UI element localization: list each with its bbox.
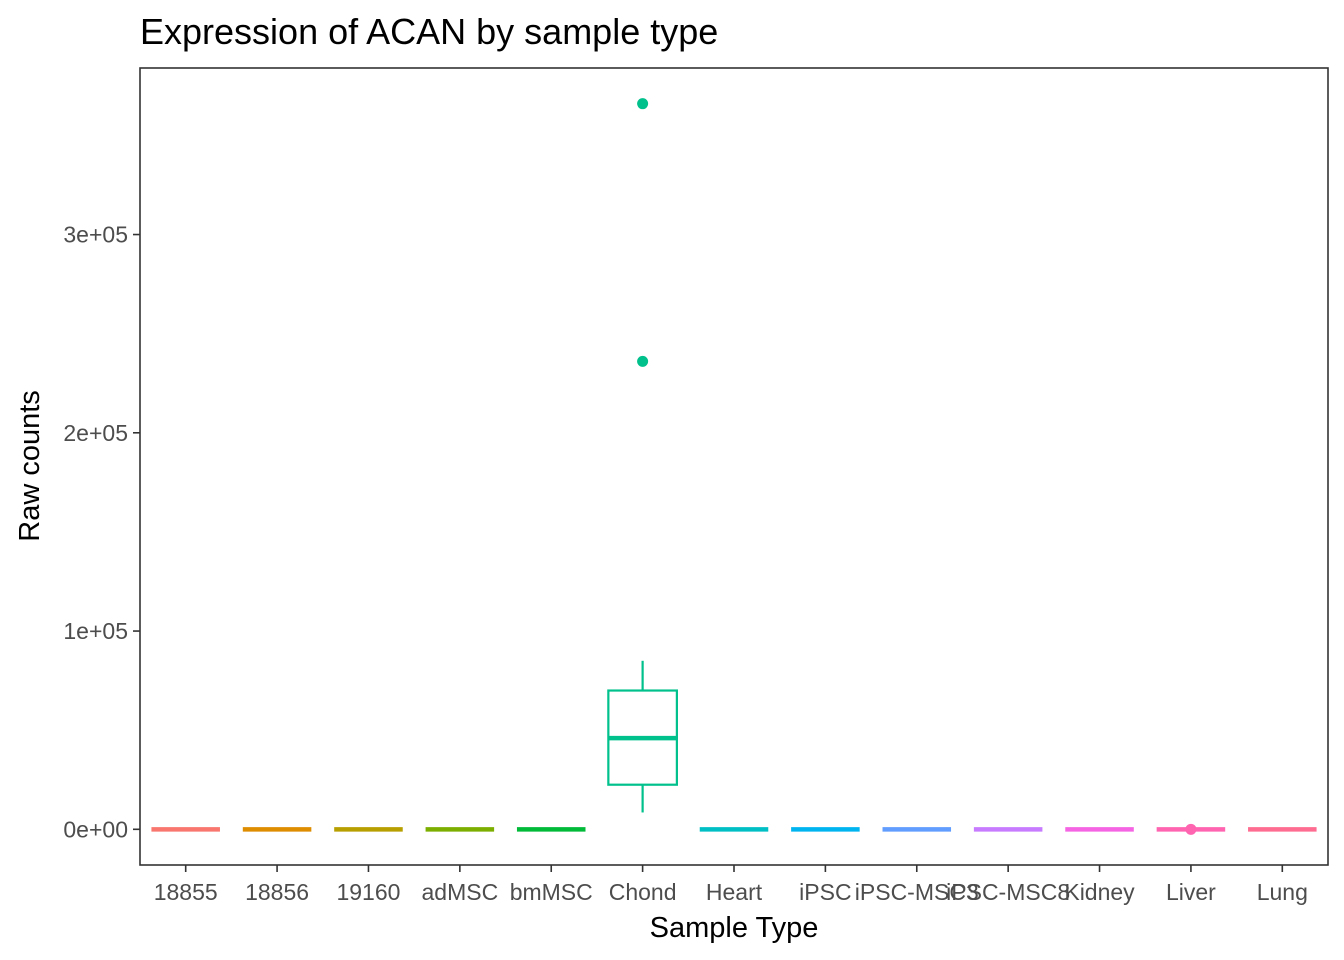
x-axis: 18855 18856 19160 adMSC bmMSC Chond Heart iPSC i…: [154, 865, 1308, 905]
box-series: [151, 98, 1317, 835]
box-Liver: [1156, 823, 1226, 835]
y-tick-label: 3e+05: [63, 222, 128, 248]
x-tick-label: bmMSC: [510, 879, 593, 905]
y-axis: 0e+00 1e+05 2e+05 3e+05: [63, 222, 140, 842]
plot-panel: [139, 67, 1329, 866]
x-tick-label: 18856: [245, 879, 309, 905]
outlier-point: [637, 98, 649, 110]
x-tick-label: Lung: [1257, 879, 1308, 905]
box-Chond: [607, 98, 678, 813]
x-tick-label: 18855: [154, 879, 218, 905]
y-axis-title: Raw counts: [14, 390, 46, 542]
x-tick-label: Heart: [706, 879, 763, 905]
y-tick-label: 0e+00: [63, 816, 128, 842]
x-tick-label: iPSC-MSC8: [946, 879, 1070, 905]
x-tick-label: 19160: [336, 879, 400, 905]
x-tick-label: Kidney: [1064, 879, 1135, 905]
chart-title: Expression of ACAN by sample type: [140, 11, 718, 52]
x-tick-label: iPSC-MSC3: [855, 879, 979, 905]
y-tick-label: 1e+05: [63, 618, 128, 644]
x-tick-label: iPSC: [799, 879, 851, 905]
x-tick-label: Liver: [1166, 879, 1216, 905]
outlier-point: [637, 355, 649, 367]
x-axis-title: Sample Type: [650, 912, 819, 944]
y-tick-label: 2e+05: [63, 420, 128, 446]
x-tick-label: adMSC: [421, 879, 498, 905]
x-tick-label: Chond: [609, 879, 677, 905]
outlier-point: [1185, 823, 1197, 835]
